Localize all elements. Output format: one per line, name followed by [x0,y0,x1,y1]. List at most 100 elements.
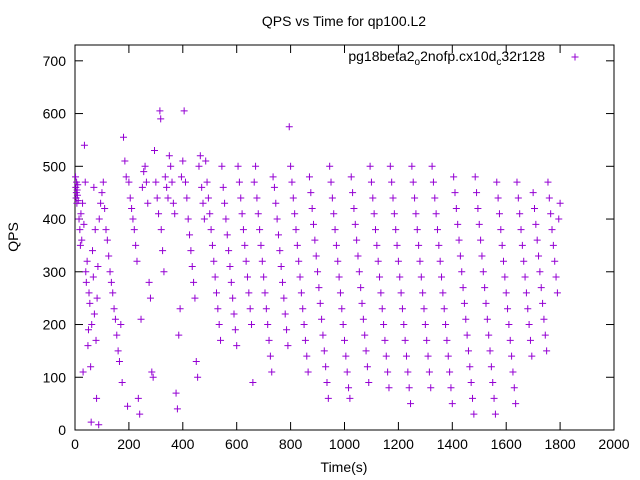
data-point [144,199,152,207]
data-point [137,315,145,323]
data-point [72,173,80,181]
data-point [467,379,475,387]
data-point [99,178,107,186]
data-point [106,268,114,276]
data-point [79,199,87,207]
data-point [153,194,161,202]
data-point [448,400,456,408]
data-point [95,421,103,429]
data-point [207,226,215,234]
data-point [140,168,148,176]
data-point [365,379,373,387]
data-point [280,294,288,302]
data-point [518,241,526,249]
data-point [80,220,88,228]
data-point [114,347,122,355]
data-point [264,321,272,329]
data-point [435,241,443,249]
data-point [237,194,245,202]
data-point [444,352,452,360]
data-point [141,162,149,170]
data-point [447,384,455,392]
data-point [380,321,388,329]
data-point [110,305,118,313]
data-point [157,115,165,123]
data-point [169,199,177,207]
data-point [146,294,154,302]
data-point [505,321,513,329]
data-point [155,210,163,218]
data-point [142,178,150,186]
data-point [173,405,181,413]
data-point [318,315,326,323]
data-point [296,273,304,281]
data-point [432,210,440,218]
data-point [469,394,477,402]
data-point [148,368,156,376]
data-point [424,352,432,360]
data-point [374,257,382,265]
data-point [464,347,472,355]
data-point [226,263,234,271]
legend: pg18beta2o2nofp.cx10dc32r128 [348,48,579,68]
data-point [520,257,528,265]
data-point [304,368,312,376]
data-point [133,257,141,265]
x-tick-label: 1200 [383,436,414,452]
data-point [194,373,202,381]
x-tick-label: 0 [71,436,79,452]
data-point [361,331,369,339]
data-point [152,178,160,186]
data-point [266,352,274,360]
data-point [129,215,137,223]
data-point [221,199,229,207]
data-point [84,326,92,334]
data-point [252,162,260,170]
data-point [491,410,499,418]
data-point [204,194,212,202]
data-point [392,226,400,234]
data-point [514,194,522,202]
data-point [366,162,374,170]
data-point [222,215,230,223]
data-point [535,252,543,260]
data-point [405,384,413,392]
data-point [355,268,363,276]
data-point [246,305,254,313]
data-point [513,178,521,186]
data-point [109,289,117,297]
data-point [79,368,87,376]
data-point [509,368,517,376]
data-point [186,231,194,239]
data-point [312,252,320,260]
data-point [451,189,459,197]
data-point [115,357,123,365]
data-point [408,162,416,170]
y-tick-label: 100 [43,369,67,385]
data-point [253,194,261,202]
data-point [192,357,200,365]
data-point [489,379,497,387]
data-point [388,178,396,186]
x-axis: 0 200 400 600 800 1000 1200 1400 1600 1800 2000 [71,45,630,452]
data-point [212,289,220,297]
data-point [175,331,183,339]
data-point [363,363,371,371]
data-point [130,226,138,234]
data-point [249,379,257,387]
data-point [151,146,159,154]
data-point [502,289,510,297]
legend-marker [571,53,579,61]
data-point [487,363,495,371]
data-point [76,241,84,249]
data-point [73,191,81,199]
data-point [429,178,437,186]
data-point [370,210,378,218]
data-point [295,257,303,265]
data-point [118,379,126,387]
data-point [310,220,318,228]
data-point [157,226,165,234]
data-point [533,236,541,244]
data-point [427,384,435,392]
data-point [78,236,86,244]
